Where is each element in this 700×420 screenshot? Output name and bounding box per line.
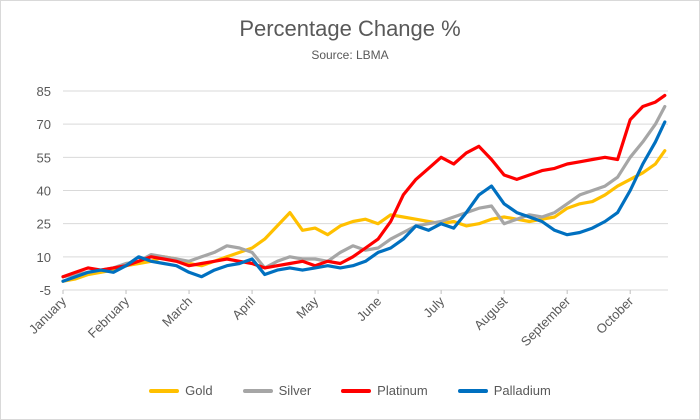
series-line-palladium (61, 120, 667, 283)
legend: Gold Silver Platinum Palladium (0, 383, 700, 398)
series-line-silver (61, 104, 667, 279)
series-lines (61, 93, 667, 283)
x-tick-label: September (518, 293, 574, 349)
x-tick-label: August (471, 293, 510, 332)
y-tick-label: 70 (37, 117, 51, 132)
x-tick-label: May (293, 293, 321, 321)
legend-item-platinum: Platinum (341, 383, 428, 398)
legend-item-gold: Gold (149, 383, 213, 398)
legend-label-platinum: Platinum (377, 383, 428, 398)
legend-swatch-gold (149, 388, 180, 393)
x-tick-label: June (354, 294, 385, 325)
chart-title: Percentage Change % (239, 16, 461, 41)
y-tick-label: 40 (37, 184, 51, 199)
x-tick-label: July (420, 293, 447, 320)
x-tick-label: April (229, 293, 258, 322)
x-tick-label: October (593, 293, 637, 337)
x-tick-label: February (85, 293, 133, 341)
y-tick-label: 10 (37, 250, 51, 265)
legend-label-silver: Silver (278, 383, 312, 398)
legend-swatch-silver (242, 388, 273, 393)
y-tick-label: 55 (37, 150, 51, 165)
x-tick-label: March (159, 294, 195, 330)
chart-subtitle: Source: LBMA (311, 48, 389, 62)
y-tick-label: -5 (39, 283, 51, 298)
legend-item-palladium: Palladium (457, 383, 551, 398)
legend-label-gold: Gold (185, 383, 213, 398)
legend-label-palladium: Palladium (493, 383, 551, 398)
series-line-platinum (61, 93, 667, 279)
x-axis-ticks: January February March April May June July Augu… (26, 290, 637, 349)
gridlines (63, 90, 668, 291)
legend-swatch-platinum (341, 388, 372, 393)
legend-swatch-palladium (457, 388, 488, 393)
y-axis-ticks: 85 70 55 40 25 10 -5 (37, 84, 51, 298)
y-tick-label: 85 (37, 84, 51, 99)
legend-item-silver: Silver (242, 383, 312, 398)
y-tick-label: 25 (37, 217, 51, 232)
x-tick-label: January (26, 293, 70, 337)
